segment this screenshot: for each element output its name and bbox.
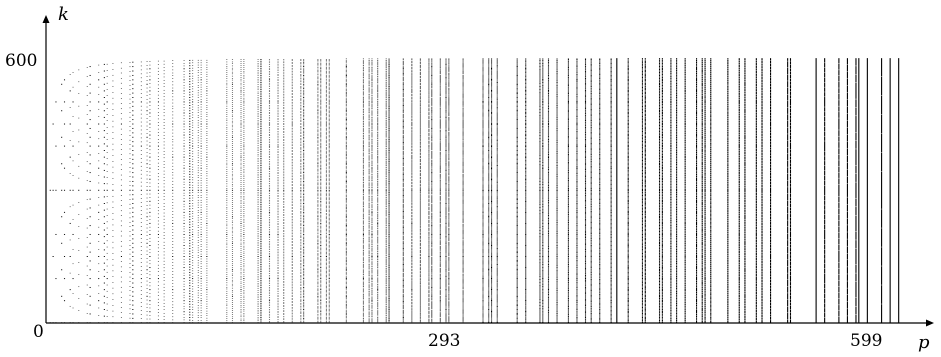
chart-marks xyxy=(49,58,900,323)
